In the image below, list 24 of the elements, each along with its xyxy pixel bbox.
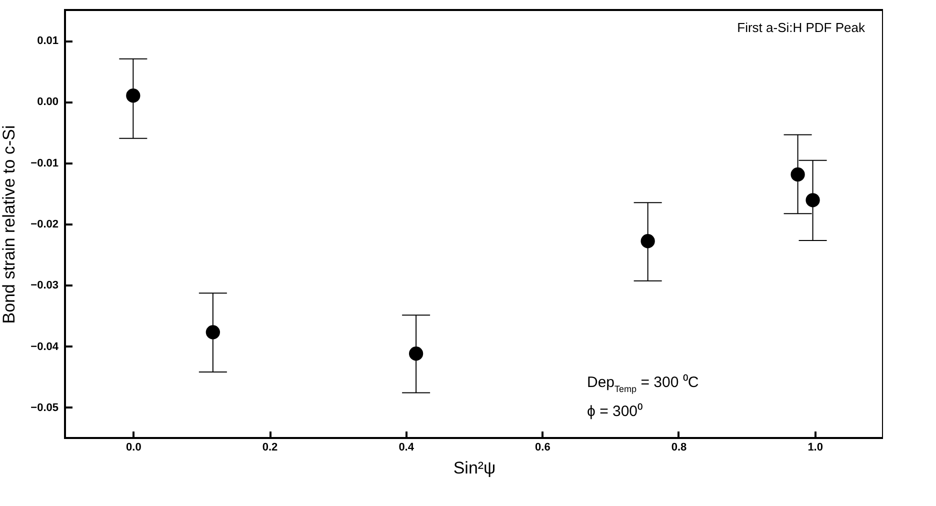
- annotation: Dep$_{Temp}$ = 300 ⁰C: [587, 374, 699, 394]
- point: [640, 234, 655, 248]
- x-tick-label: 0.4: [398, 442, 415, 454]
- y-tick-label: 0.01: [37, 35, 58, 48]
- point: [408, 346, 424, 361]
- point: [806, 193, 820, 208]
- y-tick-label: −0.02: [30, 218, 58, 230]
- point: [790, 167, 805, 182]
- y-tick-label: −0.05: [30, 402, 58, 414]
- y-tick-label: −0.03: [30, 280, 58, 292]
- x-tick-label: 1.0: [808, 442, 823, 454]
- y-tick-label: 0.00: [37, 96, 58, 108]
- point: [206, 325, 220, 340]
- x-tick-label: 0.2: [262, 442, 278, 454]
- x-tick-label: 0.0: [126, 442, 142, 454]
- y-tick-label: −0.01: [30, 157, 58, 170]
- annotation: ϕ = 300⁰: [587, 403, 643, 420]
- x-tick-label: 0.6: [535, 442, 550, 454]
- annotation: First a-Si:H PDF Peak: [737, 20, 866, 35]
- y-tick-label: −0.04: [30, 340, 60, 353]
- y-axis-title: Bond strain relative to c-Si: [0, 125, 19, 324]
- point: [126, 88, 140, 103]
- x-tick-label: 0.8: [671, 442, 687, 454]
- x-axis-title: Sin²ψ: [453, 458, 496, 478]
